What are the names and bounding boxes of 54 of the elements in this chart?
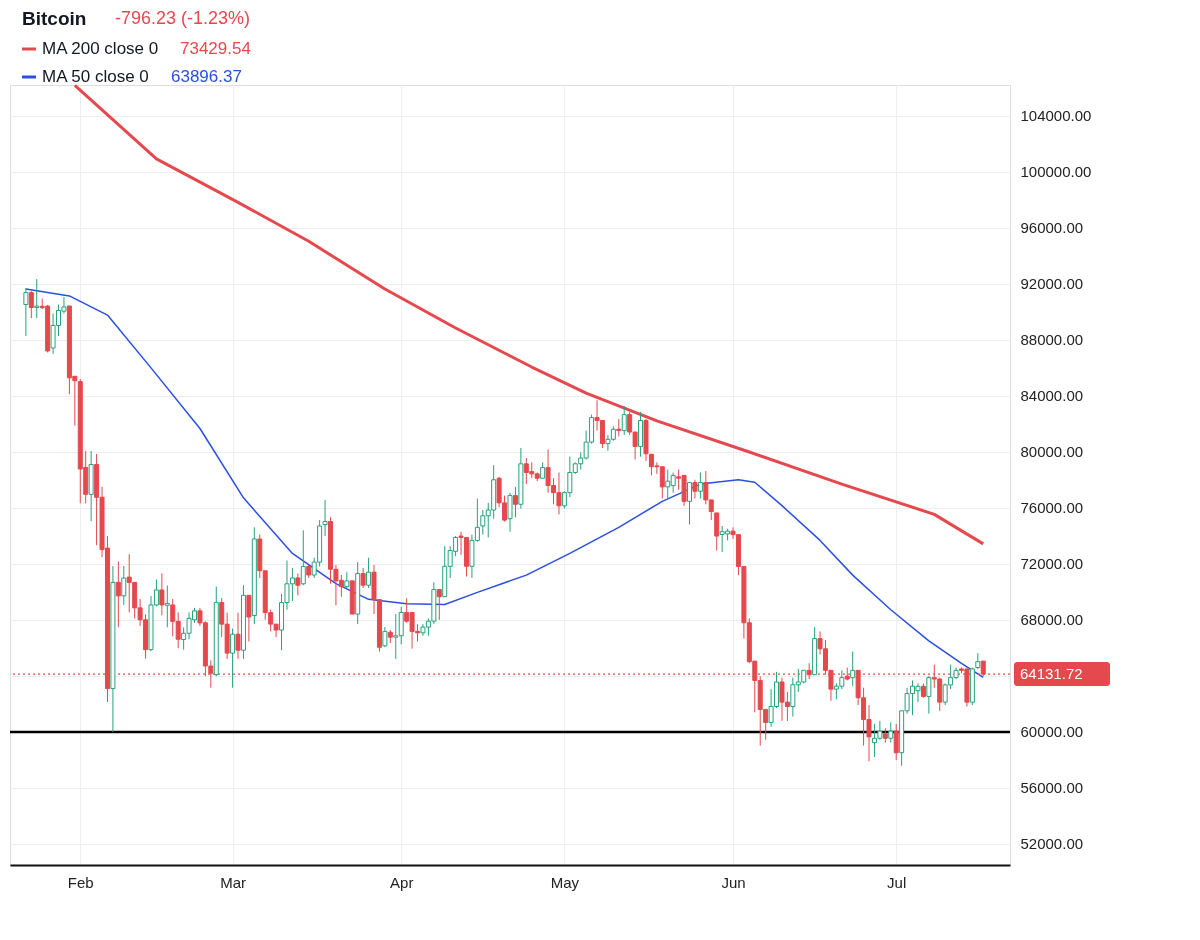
candlestick [888,721,894,744]
text: 73429.54 [180,39,251,58]
y-tick-label: 100000.00 [1020,163,1092,181]
text: -796.23 (-1.23%) [115,8,251,28]
y-tick-label: 68000.00 [1020,611,1084,629]
y-tick-label: 76000.00 [1020,499,1084,517]
y-tick-label: 52000.00 [1020,835,1084,853]
candlestick [382,626,388,648]
y-tick-label: 88000.00 [1020,331,1084,349]
y-tick-label: 60000.00 [1020,723,1084,741]
y-tick-label: 96000.00 [1020,219,1084,237]
y-tick-label: 104000.00 [1020,107,1092,125]
candlestick [893,723,899,761]
chart-title: Bitcoin [22,8,87,29]
ref-line-label: 64131.72 [1020,665,1083,683]
candlestick [115,561,121,628]
candlestick [697,471,703,500]
candlestick [300,529,306,586]
candlestick [295,573,301,596]
candlestick [850,651,856,687]
candlestick [360,567,366,589]
x-tick-label: Mar [220,873,246,891]
candlestick [235,612,241,660]
y-tick-label: 56000.00 [1020,779,1084,797]
x-tick-label: Jul [887,873,907,891]
y-tick-label: 80000.00 [1020,443,1084,461]
candlestick [121,565,127,606]
x-tick-label: Apr [390,873,414,891]
candlestick [23,287,29,337]
candlestick [621,405,627,436]
x-tick-label: Jun [721,873,746,891]
candlestick [246,594,252,642]
candlestick [230,627,236,689]
legend-label: MA 50 close 0 [42,67,149,86]
candlestick [164,584,170,628]
y-tick-label: 92000.00 [1020,275,1084,293]
y-tick-label: 84000.00 [1020,387,1084,405]
annotation: 63896.37 [171,67,242,86]
candlestick [322,499,328,537]
candlestick [926,675,932,715]
candlestick [714,512,720,551]
candlestick [436,589,442,621]
candlestick [34,278,40,319]
candlestick [28,290,34,319]
y-tick-label: 72000.00 [1020,555,1084,573]
candlestick [692,479,698,500]
candlestick [159,572,165,616]
candlestick [507,492,513,533]
x-tick-label: May [550,873,580,891]
candlestick [512,486,518,518]
x-tick-label: Feb [67,873,94,891]
legend-label: MA 200 close 0 [42,39,159,58]
candlestick [687,482,693,525]
candlestick [366,557,372,589]
